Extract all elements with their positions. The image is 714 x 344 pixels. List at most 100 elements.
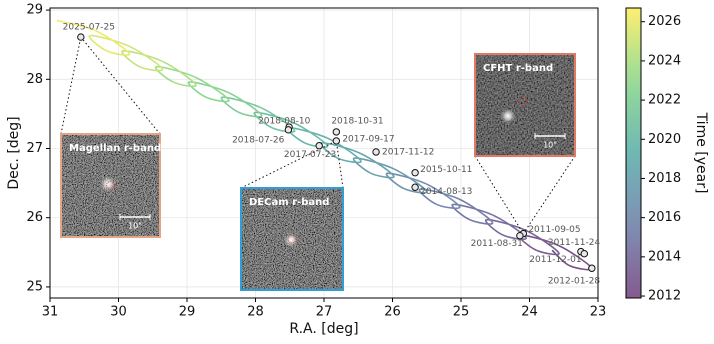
observation (372, 148, 380, 156)
colorbar-tick-label: 2020 (648, 132, 681, 147)
connector (60, 36, 82, 135)
track-segment (220, 96, 240, 114)
track-segment (484, 218, 504, 236)
track-segment (188, 81, 229, 94)
track-segment (253, 111, 273, 129)
inset-source (283, 232, 299, 248)
colorbar-tick-label: 2022 (648, 93, 681, 108)
inset-title: CFHT r-band (483, 63, 553, 74)
observation-label: 2017-11-12 (382, 147, 434, 157)
observation-label: 2018-08-10 (258, 117, 311, 127)
observation-label: 2017-09-17 (342, 134, 394, 144)
observation-label: 2014-08-13 (420, 187, 472, 197)
y-tick-label: 29 (26, 3, 43, 18)
colorbar-tick-label: 2014 (648, 249, 681, 264)
x-tick-label: 23 (590, 305, 607, 320)
track-segment (172, 81, 197, 88)
track-segment (353, 157, 394, 170)
track-segment (337, 157, 362, 164)
colorbar-tick-label: 2016 (648, 210, 681, 225)
colorbar (626, 8, 641, 298)
observation-label: 2011-09-05 (528, 225, 580, 235)
track-segment (238, 111, 263, 118)
track-segment (418, 188, 438, 206)
observation-label: 2017-07-23 (284, 150, 336, 160)
inset-title: DECam r-band (249, 197, 329, 208)
observation-label: 2025-07-25 (63, 23, 115, 33)
track-segment (458, 198, 494, 224)
x-tick-label: 27 (316, 305, 333, 320)
track-segment (293, 122, 329, 147)
inset: DECam r-band (240, 187, 344, 291)
y-tick-label: 26 (26, 210, 43, 225)
x-tick-label: 31 (42, 305, 59, 320)
track-segment (403, 187, 428, 194)
inset-noise (475, 54, 575, 156)
observation (332, 128, 341, 136)
track-segment (525, 229, 560, 254)
inset: Magellan r-band 10" (60, 133, 161, 238)
inset-border (60, 133, 161, 238)
track-segment (425, 183, 461, 208)
observation-label: 2015-10-11 (420, 165, 472, 175)
observation (284, 126, 293, 134)
track-segment (260, 106, 296, 132)
y-tick-label: 27 (26, 141, 43, 156)
colorbar-frame (625, 7, 642, 299)
track-segment (205, 96, 230, 103)
track-segment (419, 188, 460, 200)
connector (80, 36, 161, 135)
track-segment (194, 76, 230, 101)
track-segment (352, 157, 372, 175)
observation (315, 142, 323, 150)
connector (522, 155, 576, 234)
inset-source (500, 108, 516, 124)
inset-target (287, 234, 297, 244)
observation (411, 183, 419, 191)
observation (411, 169, 419, 177)
x-tick-label: 30 (110, 305, 127, 320)
x-tick-label: 26 (384, 305, 401, 320)
track-segment (486, 218, 526, 231)
track-segment (128, 45, 164, 70)
inset-title: Magellan r-band (69, 143, 161, 154)
observation-label: 2011-12-01 (529, 255, 581, 265)
inset-source (99, 175, 117, 193)
colorbar-tick-label: 2024 (648, 53, 681, 68)
inset-border (474, 53, 576, 157)
track-segment (106, 50, 131, 56)
track-segment (88, 34, 108, 52)
colorbar-tick-label: 2018 (648, 171, 681, 186)
track-segment (227, 91, 263, 116)
y-axis-label: Dec. [deg] (6, 116, 22, 189)
inset-target (106, 181, 115, 190)
colorbar-tick-label: 2026 (648, 14, 681, 29)
y-tick-label: 25 (26, 279, 43, 294)
track-segment (95, 30, 131, 55)
track-segment (156, 66, 196, 78)
track-segment (154, 66, 174, 83)
track-segment (221, 96, 262, 109)
observation-label: 2011-08-31 (471, 239, 523, 249)
scale-label: 10" (543, 141, 557, 150)
track-segment (392, 167, 428, 192)
x-tick-label: 28 (247, 305, 264, 320)
track-segment (122, 50, 163, 63)
track-segment (452, 203, 493, 216)
track-segment (327, 137, 362, 162)
track-segment (89, 34, 130, 47)
track-segment (451, 203, 471, 221)
x-tick-label: 29 (179, 305, 196, 320)
observation-label: 2012-01-28 (548, 277, 601, 287)
observation-label: 2018-07-26 (232, 135, 285, 145)
x-tick-label: 25 (453, 305, 470, 320)
track-segment (321, 142, 361, 155)
track-segment (502, 234, 527, 240)
track-segment (469, 219, 494, 225)
observation (580, 250, 588, 258)
colorbar-label: Time [year] (693, 112, 709, 194)
track-segment (536, 249, 560, 256)
track-segment (121, 50, 141, 68)
colorbar-tick-label: 2012 (648, 289, 681, 304)
track-segment (162, 60, 197, 86)
